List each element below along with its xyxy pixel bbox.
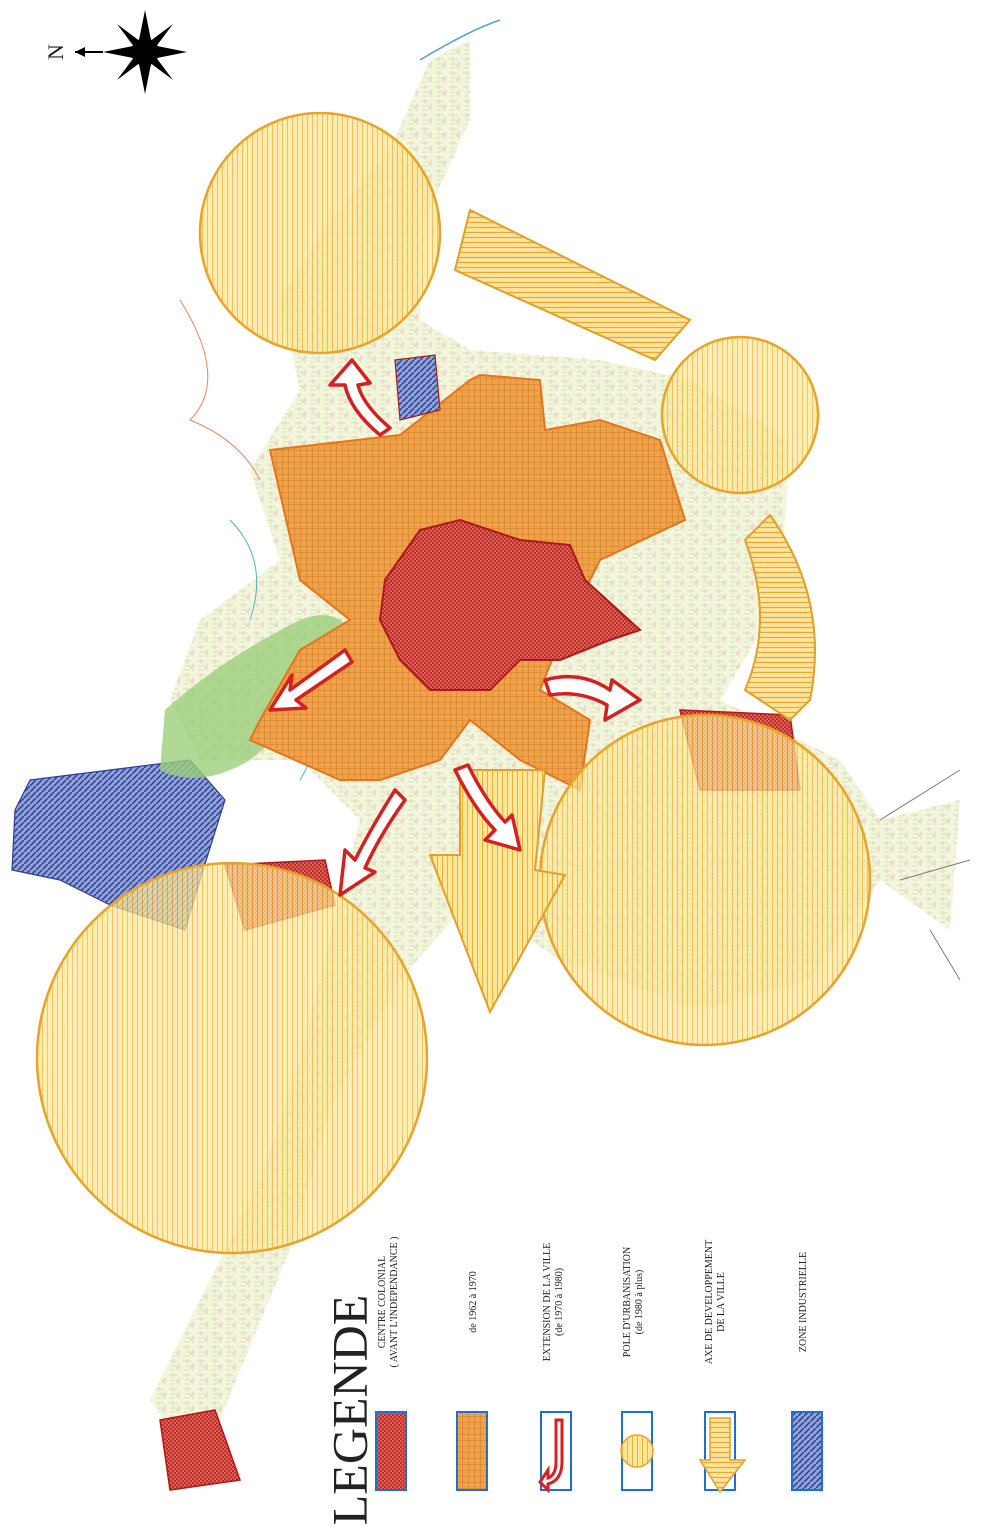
axis-arrow-right xyxy=(743,513,816,722)
legend-swatch-industrial xyxy=(791,1411,823,1491)
legend-label-colonial-2: ( AVANT L'INDEPENDANCE ) xyxy=(389,1237,400,1368)
extension-arrows xyxy=(268,358,642,897)
legend-yellow-arrow-icon xyxy=(698,1417,747,1494)
colonial-centre xyxy=(378,518,642,691)
legend-swatch-colonial xyxy=(375,1411,407,1491)
extension-arrow-southeast xyxy=(543,674,642,722)
legend-swatch-1962-1970 xyxy=(456,1411,488,1491)
axis-arrow-top xyxy=(453,208,692,362)
legend-label-extension-2: (de 1970 à 1980) xyxy=(554,1268,565,1336)
development-axis-arrows xyxy=(453,208,816,722)
pole-southwest xyxy=(35,861,429,1255)
compass-rose-icon xyxy=(75,10,187,94)
legend-title: LEGENDE xyxy=(321,1295,377,1526)
extension-arrow-south xyxy=(453,763,522,852)
extension-arrow-southwest xyxy=(338,788,407,897)
legend-label-axe-1: AXE DE DEVELOPPEMENT xyxy=(704,1240,715,1364)
legend-label-1962-1970: de 1962 à 1970 xyxy=(468,1271,479,1332)
extension-arrow-north xyxy=(328,358,392,437)
pole-east xyxy=(660,335,820,495)
legend-label-extension-1: EXTENSION DE LA VILLE xyxy=(542,1243,553,1361)
pole-north xyxy=(198,111,442,355)
legend-label-industrial: ZONE INDUSTRIELLE xyxy=(798,1252,809,1352)
axis-arrow-lower xyxy=(428,769,567,1015)
legend-yellow-circle-icon xyxy=(620,1434,654,1468)
legend-label-colonial-1: CENTRE COLONIAL xyxy=(377,1256,388,1349)
legend-label-pole-1: POLE D'URBANISATION xyxy=(622,1247,633,1357)
legend-label-axe-2: DE LA VILLE xyxy=(716,1272,727,1332)
legend-label-pole-2: (de 1980 à plus) xyxy=(634,1270,645,1335)
legend: LEGENDE CENTRE COLONIAL ( AVANT L'INDEPE… xyxy=(321,1237,823,1526)
extension-arrow-northwest xyxy=(268,648,354,712)
compass-north-label: N xyxy=(43,44,68,60)
legend-red-arrow-icon xyxy=(538,1418,564,1494)
pole-southeast xyxy=(538,713,872,1047)
urbanisation-poles xyxy=(35,111,872,1255)
